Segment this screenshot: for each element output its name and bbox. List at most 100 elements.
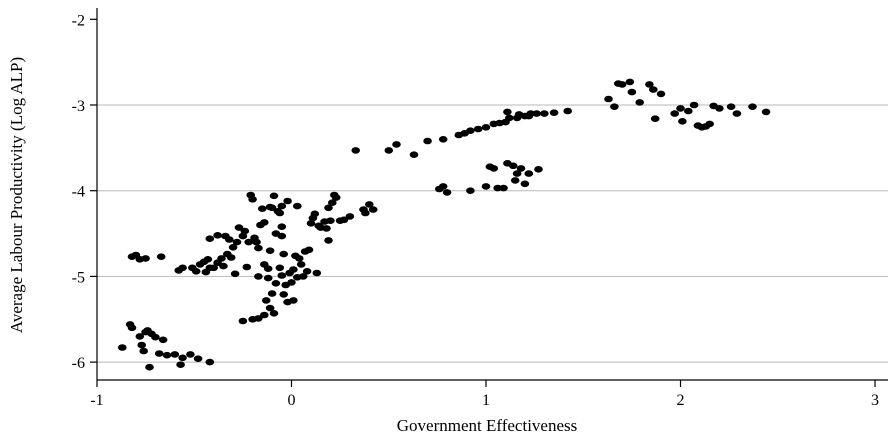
scatter-point bbox=[563, 107, 572, 115]
scatter-point bbox=[534, 166, 543, 173]
scatter-point bbox=[649, 86, 658, 93]
scatter-point bbox=[310, 210, 320, 218]
scatter-point bbox=[145, 363, 154, 371]
scatter-point bbox=[238, 232, 248, 240]
scatter-point bbox=[260, 311, 269, 319]
scatter-point bbox=[228, 244, 238, 251]
scatter-point bbox=[283, 197, 292, 205]
scatter-point bbox=[277, 202, 287, 210]
scatter-point bbox=[176, 361, 185, 369]
scatter-point bbox=[279, 250, 289, 258]
scatter-point bbox=[154, 350, 164, 357]
scatter-point bbox=[627, 88, 637, 96]
scatter-point bbox=[324, 237, 333, 244]
scatter-point bbox=[263, 274, 273, 282]
scatter-point bbox=[331, 194, 341, 201]
y-axis-title: Average Labour Productivity (Log ALP) bbox=[7, 57, 26, 333]
scatter-point bbox=[438, 136, 448, 143]
scatter-point bbox=[409, 151, 419, 158]
scatter-point bbox=[306, 220, 316, 227]
scatter-point bbox=[508, 162, 518, 170]
scatter-point bbox=[232, 238, 242, 246]
scatter-point bbox=[670, 110, 679, 117]
scatter-point bbox=[191, 268, 201, 275]
scatter-point bbox=[345, 213, 355, 220]
scatter-point bbox=[118, 344, 127, 351]
scatter-point bbox=[219, 262, 228, 270]
scatter-point bbox=[505, 114, 514, 122]
scatter-point bbox=[604, 95, 613, 103]
scatter-point bbox=[438, 183, 448, 190]
scatter-point bbox=[678, 118, 687, 125]
scatter-point bbox=[230, 270, 240, 278]
scatter-point bbox=[625, 78, 635, 86]
scatter-point bbox=[252, 238, 261, 246]
scatter-point bbox=[205, 235, 215, 242]
x-tick-label: 1 bbox=[482, 392, 490, 409]
scatter-point bbox=[339, 216, 349, 224]
scatter-point bbox=[203, 255, 213, 263]
scatter-point bbox=[287, 279, 296, 286]
scatter-point bbox=[263, 265, 273, 273]
scatter-point bbox=[481, 124, 491, 131]
scatter-point bbox=[226, 254, 236, 261]
scatter-point bbox=[277, 223, 287, 230]
y-tick-label: -4 bbox=[72, 184, 85, 201]
scatter-point bbox=[261, 297, 271, 304]
scatter-point bbox=[178, 264, 187, 272]
scatter-point bbox=[127, 324, 137, 332]
scatter-point bbox=[156, 253, 166, 260]
scatter-point bbox=[650, 115, 660, 122]
scatter-point bbox=[248, 196, 257, 203]
scatter-point bbox=[238, 317, 248, 325]
scatter-point bbox=[277, 272, 287, 279]
scatter-point bbox=[193, 355, 203, 363]
scatter-point bbox=[139, 347, 148, 355]
scatter-point bbox=[275, 264, 285, 272]
scatter-point bbox=[512, 170, 522, 177]
scatter-point bbox=[510, 177, 520, 184]
scatter-point bbox=[532, 110, 541, 117]
scatter-point bbox=[324, 204, 333, 212]
scatter-point bbox=[293, 202, 302, 210]
scatter-point bbox=[242, 263, 252, 271]
scatter-point bbox=[279, 291, 289, 298]
scatter-point bbox=[205, 358, 215, 366]
scatter-point bbox=[473, 125, 483, 133]
scatter-point bbox=[732, 110, 742, 117]
scatter-point bbox=[269, 192, 279, 200]
scatter-point bbox=[186, 351, 195, 358]
scatter-point bbox=[392, 141, 401, 148]
scatter-point bbox=[254, 273, 263, 280]
scatter-point bbox=[141, 255, 150, 262]
scatter-point bbox=[610, 103, 619, 110]
scatter-point bbox=[499, 184, 508, 192]
scatter-point bbox=[365, 201, 374, 208]
scatter-point bbox=[248, 316, 257, 323]
scatter-point bbox=[260, 219, 269, 226]
scatter-point bbox=[289, 297, 298, 304]
scatter-point bbox=[684, 107, 693, 115]
scatter-point bbox=[715, 105, 724, 112]
scatter-point bbox=[162, 351, 172, 359]
y-tick-label: -2 bbox=[72, 12, 85, 29]
scatter-point bbox=[209, 264, 218, 272]
scatter-point bbox=[254, 244, 263, 252]
scatter-point bbox=[151, 333, 160, 341]
tick-marks: -2 -3 -4 -5 -6 -1 0 1 2 3 bbox=[72, 12, 879, 409]
scatter-point bbox=[481, 183, 491, 190]
scatter-point bbox=[234, 224, 244, 231]
scatter-point bbox=[158, 336, 168, 344]
scatter-point bbox=[489, 165, 499, 172]
y-tick-label: -6 bbox=[72, 355, 85, 372]
scatter-point bbox=[503, 108, 512, 116]
scatter-point bbox=[726, 103, 736, 110]
scatter-point bbox=[289, 266, 298, 273]
scatter-point bbox=[368, 206, 378, 213]
scatter-point bbox=[442, 189, 452, 196]
scatter-point bbox=[705, 120, 714, 128]
scatter-point bbox=[271, 280, 281, 287]
scatter-point bbox=[267, 290, 277, 297]
